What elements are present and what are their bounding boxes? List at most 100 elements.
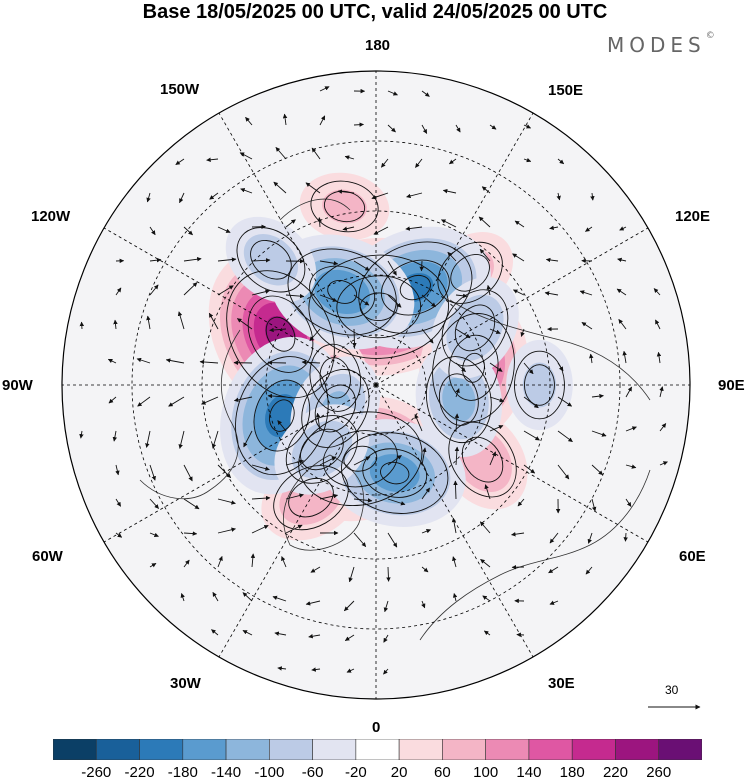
wind-arrow xyxy=(556,192,561,201)
wind-arrow xyxy=(387,294,402,308)
wind-arrow xyxy=(240,188,253,194)
wind-arrow xyxy=(589,353,594,364)
wind-arrow xyxy=(517,498,525,507)
wind-arrow xyxy=(285,293,305,299)
wind-arrow xyxy=(511,532,525,537)
wind-arrow xyxy=(342,226,355,231)
wind-arrow xyxy=(406,192,423,199)
wind-arrow xyxy=(212,591,219,602)
wind-arrow xyxy=(168,396,185,407)
colorbar-swatch xyxy=(615,739,660,760)
wind-arrow xyxy=(618,319,627,330)
wind-arrow xyxy=(581,322,593,330)
wind-arrow xyxy=(557,430,573,443)
wind-arrow xyxy=(455,388,460,398)
lon-label-60w: 60W xyxy=(32,548,63,565)
colorbar-tick-label: -20 xyxy=(345,764,367,781)
wind-arrow xyxy=(180,593,185,602)
wind-arrow xyxy=(557,396,573,407)
wind-arrow xyxy=(523,124,532,129)
wind-arrow xyxy=(421,529,431,534)
meridian-line xyxy=(103,227,377,386)
greenland-coast xyxy=(283,454,365,551)
colorbar-tick-label: 140 xyxy=(516,764,542,781)
wind-arrow xyxy=(277,666,287,671)
wind-arrow xyxy=(146,315,151,330)
wind-arrow xyxy=(251,289,270,296)
lon-label-150e: 150E xyxy=(548,82,584,99)
wind-arrow xyxy=(233,396,253,403)
wind-arrow xyxy=(421,90,430,97)
wind-arrow xyxy=(352,328,357,348)
wind-arrow xyxy=(319,86,330,92)
wind-arrow xyxy=(239,152,253,160)
wind-arrow xyxy=(149,257,162,263)
wind-arrow xyxy=(523,396,539,409)
wind-arrow xyxy=(115,498,122,507)
wind-arrow xyxy=(591,393,604,399)
modes-logo: MODES© xyxy=(607,31,715,57)
wind-arrow xyxy=(489,451,497,466)
wind-arrow xyxy=(206,157,219,162)
wind-arrow xyxy=(211,629,219,636)
wind-arrow xyxy=(544,291,559,296)
wind-arrow xyxy=(348,566,355,583)
colorbar-tick-label: 220 xyxy=(602,764,628,781)
meridian-line xyxy=(375,112,534,386)
wind-arrow xyxy=(557,362,564,372)
wind-arrow xyxy=(479,521,491,534)
wind-arrow xyxy=(178,430,185,449)
copyright-mark: © xyxy=(705,31,715,41)
contour-ring-group xyxy=(441,289,509,367)
wind-arrow xyxy=(557,158,565,165)
wind-vectors xyxy=(79,86,668,675)
colorbar-tick-label: -100 xyxy=(254,764,285,781)
wind-arrow xyxy=(486,284,491,296)
wind-arrow xyxy=(319,493,339,500)
wind-arrow xyxy=(149,464,156,481)
wind-arrow xyxy=(319,260,339,266)
contour-ring-group xyxy=(437,241,503,304)
brand-name: MODES xyxy=(607,33,706,57)
wind-arrow xyxy=(585,226,593,232)
wind-arrow xyxy=(454,446,460,466)
wind-arrow xyxy=(549,600,559,605)
wind-arrow xyxy=(149,562,157,568)
wind-arrow xyxy=(282,113,288,126)
wind-arrow xyxy=(107,358,117,364)
contour-ring-group xyxy=(341,432,449,514)
wind-arrow xyxy=(659,423,667,432)
wind-arrow xyxy=(309,328,321,342)
colorbar-tick-label: -220 xyxy=(124,764,155,781)
wind-arrow xyxy=(371,192,389,200)
wind-arrow xyxy=(484,484,491,500)
lon-label-90e: 90E xyxy=(718,377,745,394)
wind-arrow xyxy=(267,393,287,399)
wind-arrow xyxy=(549,532,559,544)
wind-arrow xyxy=(622,350,627,364)
wind-arrow xyxy=(183,282,198,296)
wind-arrow xyxy=(421,600,426,609)
wind-arrow xyxy=(441,219,457,228)
anomaly-center xyxy=(274,404,370,495)
lon-label-30w: 30W xyxy=(170,675,201,692)
colorbar-tick-label: 60 xyxy=(434,764,451,781)
wind-arrow xyxy=(344,600,355,612)
colorbar-swatch xyxy=(398,739,443,760)
wind-arrow xyxy=(275,147,287,160)
coastlines xyxy=(139,198,651,641)
lon-label-30e: 30E xyxy=(548,675,575,692)
contour-ring-group xyxy=(426,356,492,444)
wind-arrow xyxy=(455,362,466,373)
wind-arrow xyxy=(447,251,457,262)
wind-arrow xyxy=(387,90,398,96)
wind-arrow xyxy=(245,116,253,126)
contour-ring-group xyxy=(310,180,379,233)
wind-arrow xyxy=(617,257,627,263)
wind-arrow xyxy=(579,290,593,296)
wind-arrow xyxy=(590,192,595,201)
wind-arrow xyxy=(383,668,389,675)
wind-arrow xyxy=(183,257,202,262)
wind-arrow xyxy=(285,524,303,534)
